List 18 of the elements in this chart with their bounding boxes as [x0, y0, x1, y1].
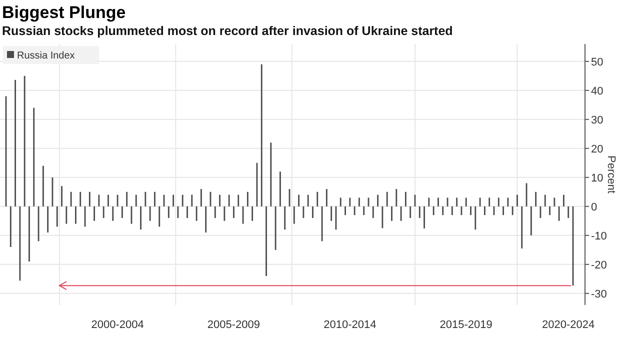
y-axis-title: Percent [605, 156, 618, 194]
y-tick-label: 50 [591, 56, 604, 68]
y-tick-label: 30 [591, 114, 604, 126]
x-tick-label: 2015-2019 [440, 319, 492, 331]
x-tick-label: 2010-2014 [324, 319, 376, 331]
chart-title: Biggest Plunge [2, 3, 126, 22]
x-tick-label: 2005-2009 [207, 319, 260, 331]
chart-subtitle: Russian stocks plummeted most on record after invasion of Ukraine started [2, 24, 453, 38]
y-tick-label: 20 [591, 143, 604, 156]
x-tick-label: 2000-2004 [91, 319, 144, 331]
x-tick-label: 2020-2024 [542, 319, 595, 331]
y-tick-label: 10 [591, 172, 604, 184]
legend-label: Russia Index [17, 50, 75, 62]
y-tick-label: -30 [591, 288, 607, 300]
y-tick-label: 0 [591, 201, 598, 214]
y-tick-label: -10 [591, 230, 607, 242]
y-tick-label: 40 [591, 85, 604, 98]
y-tick-label: -20 [591, 259, 607, 272]
